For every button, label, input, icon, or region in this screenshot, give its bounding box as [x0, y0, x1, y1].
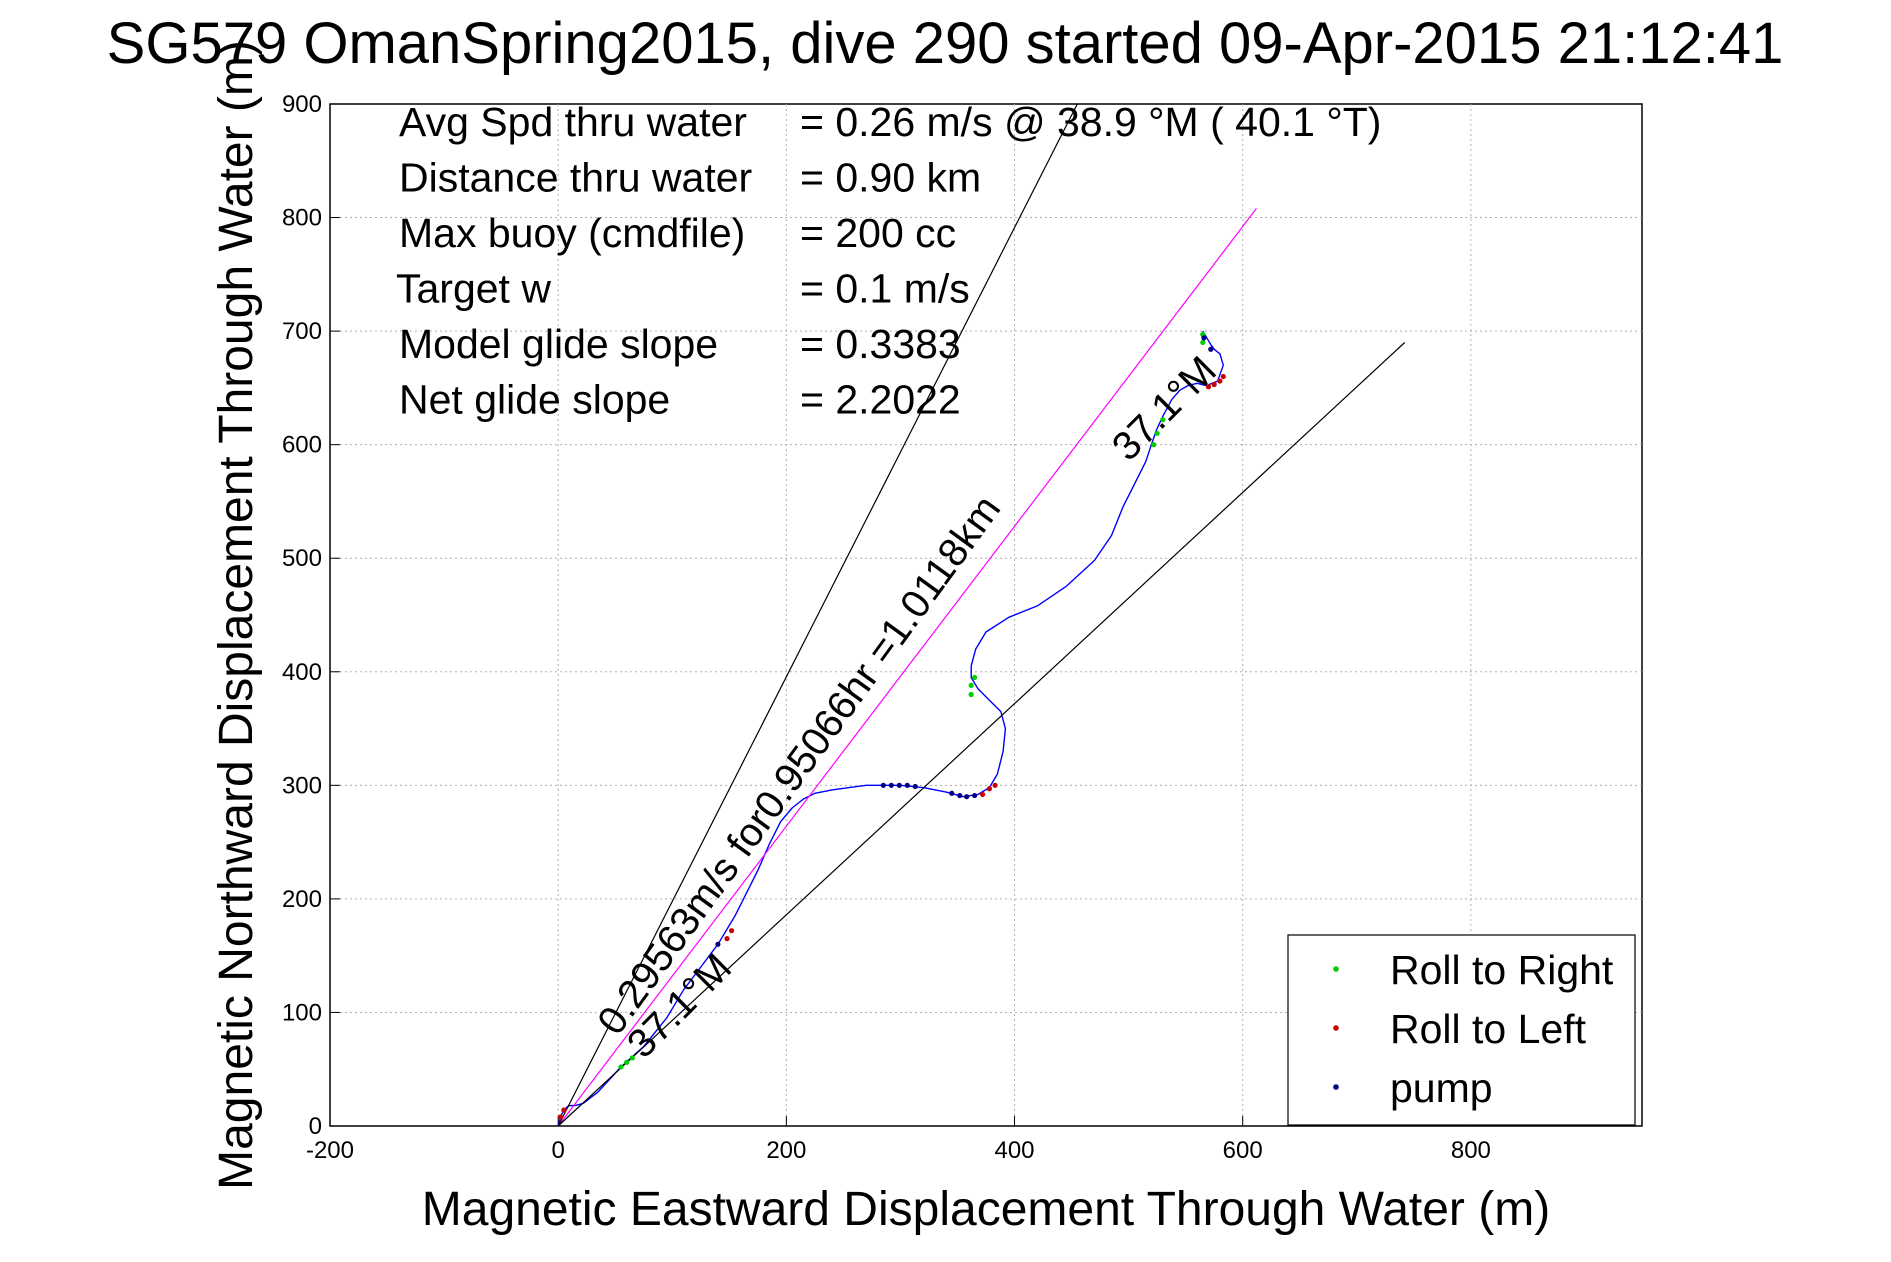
y-tick-label: 0: [309, 1113, 322, 1140]
marker-roll-right: [968, 691, 974, 698]
stat-value: = 0.90 km: [800, 155, 981, 201]
legend-marker: [1333, 1084, 1339, 1090]
marker-roll-left: [1217, 378, 1223, 384]
plot-area: -200 0 200 400 600 80001002003004005006007008…: [282, 91, 1643, 1164]
marker-roll-left: [1211, 381, 1217, 388]
x-tick-label: -200: [306, 1137, 354, 1164]
stat-label: Model glide slope: [399, 321, 718, 367]
marker-roll-left: [561, 1107, 567, 1113]
marker-pump: [1208, 346, 1214, 352]
marker-roll-right: [624, 1059, 630, 1066]
stat-value: = 0.3383: [800, 321, 961, 367]
stat-value: = 0.1 m/s: [800, 266, 970, 312]
series-envelope-1: [557, 103, 1078, 1127]
marker-roll-left: [557, 1114, 564, 1120]
legend-marker: [1333, 1025, 1339, 1031]
marker-layer: [557, 331, 1226, 1120]
legend-box: [1287, 934, 1636, 1126]
marker-pump: [949, 790, 955, 796]
grid-lines: [330, 104, 1642, 1126]
stat-label: Target w: [396, 266, 551, 312]
marker-pump: [971, 792, 978, 799]
stats-block: Avg Spd thru water = 0.26 m/s @ 38.9 °M (…: [396, 99, 1381, 423]
y-tick-label: 600: [282, 432, 322, 459]
y-tick-label: 200: [282, 886, 322, 913]
legend-label: Roll to Right: [1390, 947, 1614, 993]
x-tick-label: 0: [551, 1137, 564, 1164]
marker-roll-right: [618, 1064, 624, 1070]
x-tick-label: 600: [1223, 1137, 1263, 1164]
marker-roll-right: [1200, 339, 1206, 346]
marker-roll-right: [971, 674, 978, 681]
y-axis-title: Magnetic Northward Displacement Through …: [210, 40, 263, 1190]
marker-pump: [896, 782, 902, 788]
stat-value: = 0.26 m/s @ 38.9 °M ( 40.1 °T): [800, 99, 1381, 145]
marker-roll-left: [1205, 384, 1212, 390]
y-tick-label: 100: [282, 999, 322, 1026]
marker-pump: [912, 783, 918, 790]
stat-value: = 200 cc: [800, 210, 956, 256]
legend-marker: [1333, 966, 1339, 972]
marker-pump: [1201, 335, 1207, 341]
marker-roll-left: [986, 786, 993, 792]
x-tick-label: 400: [994, 1137, 1034, 1164]
series-track-ref: [557, 208, 1257, 1127]
chart-title: SG579 OmanSpring2015, dive 290 started 0…: [107, 11, 1784, 76]
series-layer: [557, 103, 1406, 1127]
marker-pump: [904, 782, 910, 788]
axis-ticks: -200 0 200 400 600 80001002003004005006007008…: [282, 91, 1491, 1164]
marker-pump: [957, 792, 963, 799]
x-axis-title: Magnetic Eastward Displacement Through W…: [422, 1183, 1550, 1236]
y-tick-label: 400: [282, 659, 322, 686]
legend-label: pump: [1390, 1065, 1493, 1111]
marker-roll-left: [728, 928, 735, 934]
marker-roll-right: [629, 1055, 635, 1061]
stat-label: Avg Spd thru water: [399, 99, 747, 145]
marker-roll-right: [1160, 417, 1166, 423]
marker-roll-right: [1151, 442, 1157, 448]
marker-pump: [715, 941, 721, 947]
x-tick-label: 800: [1451, 1137, 1491, 1164]
series-envelope-2: [557, 342, 1406, 1127]
marker-roll-right: [1154, 430, 1160, 436]
y-tick-label: 800: [282, 205, 322, 232]
marker-roll-right: [968, 682, 974, 689]
marker-roll-left: [992, 782, 998, 788]
legend: Roll to Right Roll to Left pump: [1287, 934, 1636, 1126]
legend-label: Roll to Left: [1390, 1006, 1587, 1052]
x-tick-label: 200: [766, 1137, 806, 1164]
series-track: [557, 330, 1225, 1127]
y-tick-label: 500: [282, 545, 322, 572]
y-tick-label: 700: [282, 318, 322, 345]
marker-pump: [964, 794, 970, 800]
marker-pump: [880, 782, 886, 788]
stat-value: = 2.2022: [800, 377, 961, 423]
marker-roll-left: [724, 936, 730, 942]
marker-roll-left: [1220, 373, 1226, 380]
y-tick-label: 900: [282, 91, 322, 118]
stat-label: Max buoy (cmdfile): [399, 210, 745, 256]
stat-label: Net glide slope: [399, 377, 670, 423]
marker-roll-left: [979, 791, 986, 798]
marker-pump: [888, 782, 894, 788]
stat-label: Distance thru water: [399, 155, 752, 201]
y-tick-label: 300: [282, 772, 322, 799]
